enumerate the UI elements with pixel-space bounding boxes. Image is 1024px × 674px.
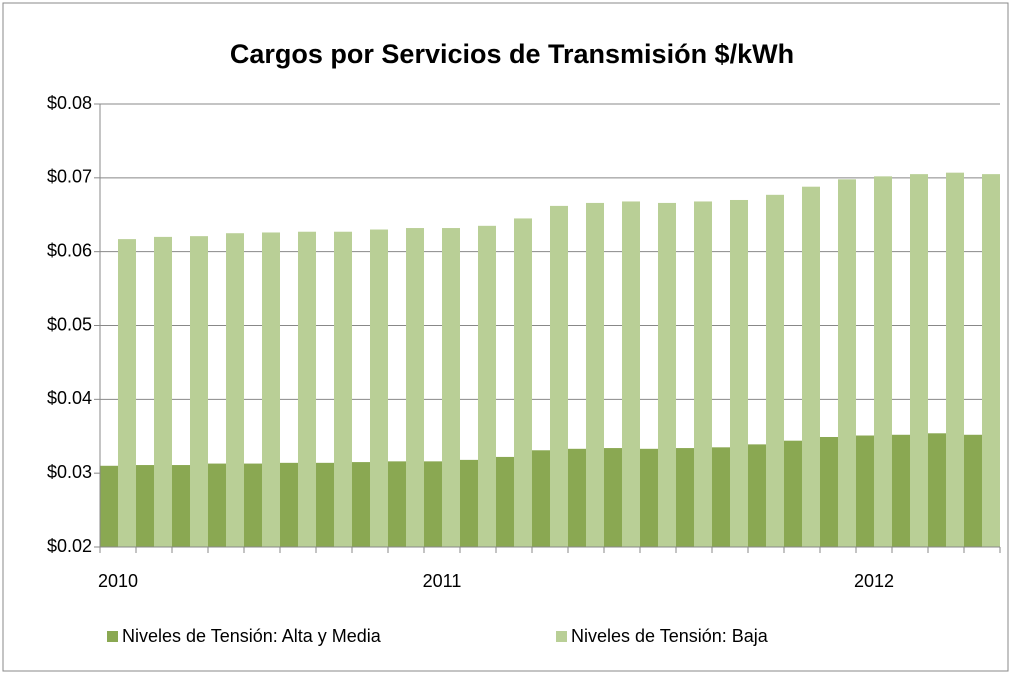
bar (172, 465, 190, 547)
bar (586, 202, 604, 548)
bar (262, 232, 280, 547)
bar (892, 434, 910, 547)
bar (712, 447, 730, 547)
bar (244, 463, 262, 547)
y-tick-label: $0.03 (47, 462, 92, 482)
bar (514, 218, 532, 548)
bar (154, 236, 172, 547)
bar (298, 231, 316, 547)
bar (730, 199, 748, 547)
legend-swatch (556, 631, 567, 642)
y-tick-label: $0.02 (47, 536, 92, 556)
bar (568, 448, 586, 547)
x-tick-label: 2011 (423, 571, 462, 591)
bar (658, 202, 676, 548)
bar (370, 229, 388, 547)
legend-label: Niveles de Tensión: Alta y Media (122, 626, 382, 646)
bar (460, 459, 478, 547)
x-tick-label: 2010 (98, 571, 138, 591)
bar (478, 225, 496, 547)
bar (784, 440, 802, 547)
x-tick-label: 2012 (854, 571, 894, 591)
bar (640, 448, 658, 547)
bar (604, 448, 622, 547)
bar (928, 433, 946, 547)
bar (190, 236, 208, 547)
y-tick-label: $0.07 (47, 167, 92, 187)
legend-swatch (107, 631, 118, 642)
bar (424, 461, 442, 547)
bar (406, 228, 424, 548)
bar (136, 465, 154, 547)
bar (694, 201, 712, 547)
y-tick-label: $0.08 (47, 93, 92, 113)
bar (982, 174, 1000, 547)
y-tick-label: $0.06 (47, 240, 92, 260)
bar (856, 435, 874, 547)
bar (838, 179, 856, 547)
bar (748, 444, 766, 547)
bar (820, 436, 838, 547)
chart-title: Cargos por Servicios de Transmisión $/kW… (230, 39, 794, 69)
bar (766, 194, 784, 547)
legend-label: Niveles de Tensión: Baja (571, 626, 769, 646)
bar (802, 186, 820, 547)
bar (334, 231, 352, 547)
bar (352, 462, 370, 547)
bar (874, 176, 892, 547)
bar (118, 239, 136, 548)
bar (100, 465, 118, 547)
bar (964, 434, 982, 547)
bar (676, 448, 694, 547)
bar (550, 205, 568, 547)
y-tick-label: $0.05 (47, 314, 92, 334)
y-tick-label: $0.04 (47, 388, 92, 408)
bar (316, 462, 334, 547)
bar (226, 233, 244, 548)
bar (946, 172, 964, 548)
bar (442, 228, 460, 548)
bar (532, 450, 550, 547)
bar (280, 462, 298, 547)
bar (496, 456, 514, 547)
bar (910, 174, 928, 547)
bar (622, 201, 640, 547)
bar (208, 463, 226, 547)
bar (388, 461, 406, 547)
